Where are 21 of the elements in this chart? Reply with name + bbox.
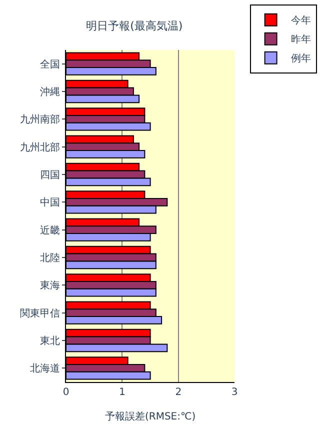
legend-label: 昨年 xyxy=(290,34,311,46)
y-tick-label: 四国 xyxy=(40,170,60,181)
y-tick-label: 東北 xyxy=(40,335,60,347)
y-tick-label: 九州北部 xyxy=(20,141,60,154)
chart-title: 明日予報(最高気温) xyxy=(86,19,183,32)
y-tick-label: 沖縄 xyxy=(40,86,60,98)
legend-label: 例年 xyxy=(290,52,311,65)
legend-label: 今年 xyxy=(290,14,311,27)
x-tick-label: 1 xyxy=(119,387,126,398)
y-tick-label: 九州南部 xyxy=(20,114,60,126)
y-tick-label: 北陸 xyxy=(40,252,60,264)
y-tick-label: 北海道 xyxy=(30,362,60,375)
y-tick-label: 近畿 xyxy=(40,224,60,236)
y-tick-label: 関東甲信 xyxy=(20,307,60,320)
y-tick-label: 中国 xyxy=(40,196,60,209)
x-tick-label: 0 xyxy=(62,387,70,398)
x-tick-label: 2 xyxy=(175,387,182,398)
x-tick-label: 3 xyxy=(231,387,238,398)
x-axis-title: 予報誤差(RMSE:℃) xyxy=(104,410,196,422)
y-tick-label: 東海 xyxy=(40,280,60,292)
y-tick-label: 全国 xyxy=(40,58,60,70)
